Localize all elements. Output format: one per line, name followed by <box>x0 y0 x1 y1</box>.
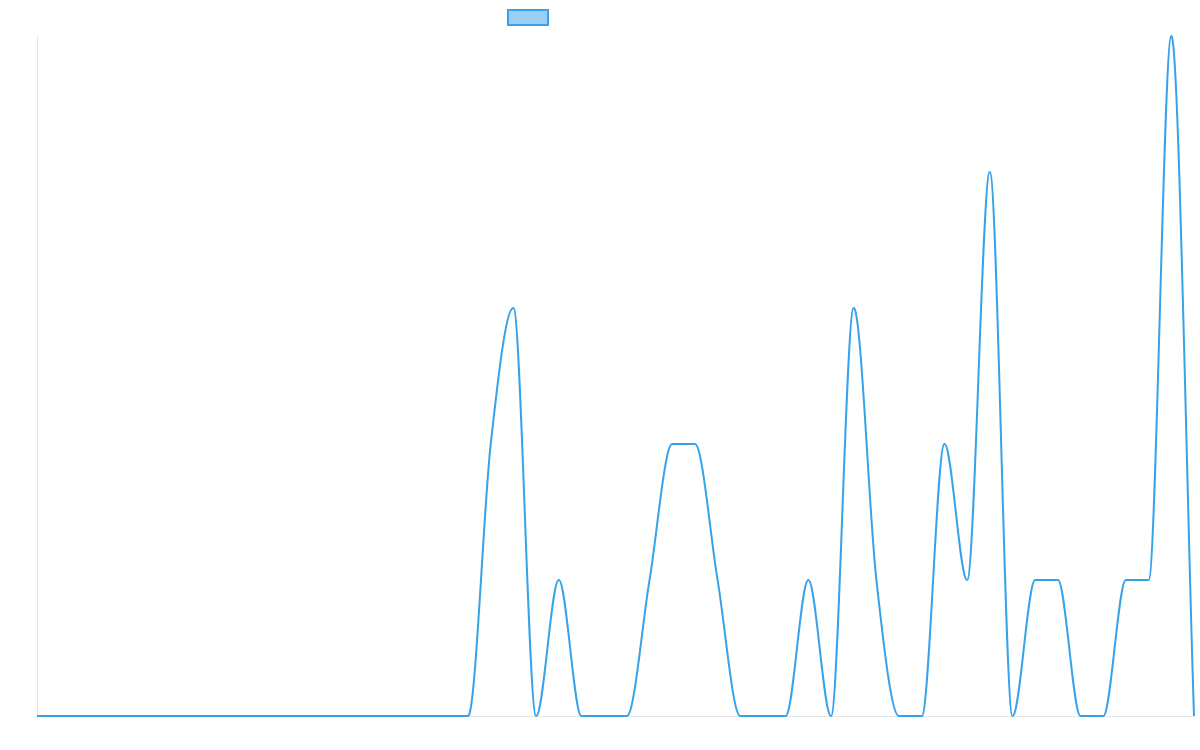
legend-swatch <box>507 9 549 26</box>
line-series <box>37 34 1195 718</box>
